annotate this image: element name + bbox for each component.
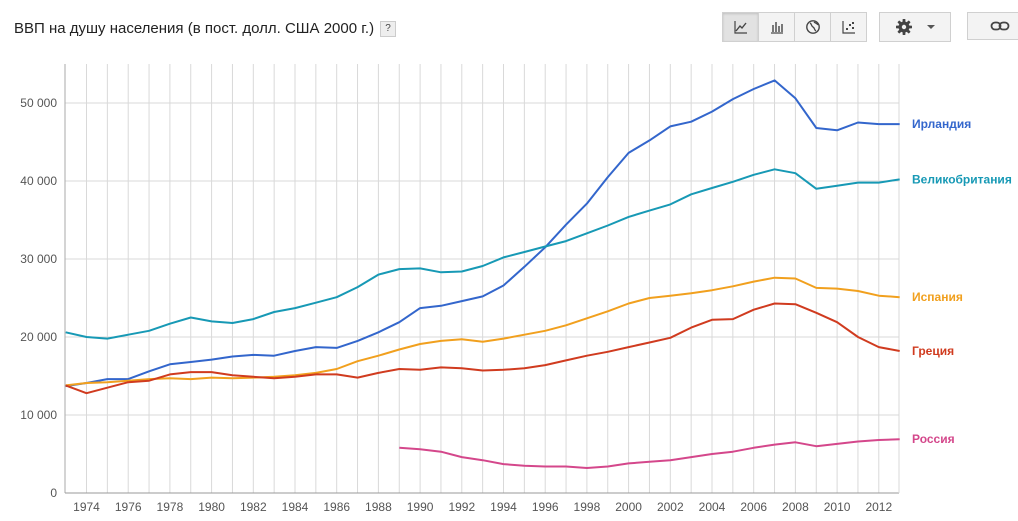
x-tick-label: 1976 <box>115 500 142 514</box>
globe-map-icon <box>805 20 820 34</box>
x-tick-label: 1996 <box>532 500 559 514</box>
series-label: Испания <box>912 290 963 304</box>
y-tick-label: 20 000 <box>20 330 57 344</box>
x-tick-label: 1982 <box>240 500 267 514</box>
gear-icon <box>896 19 912 35</box>
series-label: Россия <box>912 432 955 446</box>
y-tick-label: 30 000 <box>20 252 57 266</box>
series-line <box>65 276 900 387</box>
x-tick-label: 2000 <box>615 500 642 514</box>
x-tick-label: 1984 <box>282 500 309 514</box>
y-tick-label: 50 000 <box>20 96 57 110</box>
x-tick-label: 2002 <box>657 500 684 514</box>
series-line <box>65 79 900 388</box>
x-tick-label: 1994 <box>490 500 517 514</box>
x-tick-label: 1992 <box>448 500 475 514</box>
line-chart-icon <box>733 21 747 34</box>
help-button[interactable]: ? <box>380 21 397 38</box>
chart-type-toolbar <box>722 12 867 42</box>
x-tick-label: 1978 <box>157 500 184 514</box>
y-tick-label: 40 000 <box>20 174 57 188</box>
chart-title: ВВП на душу населения (в пост. долл. США… <box>14 20 397 38</box>
chart-title-text: ВВП на душу населения (в пост. долл. США… <box>14 20 375 37</box>
x-tick-label: 2004 <box>699 500 726 514</box>
series-label: Великобритания <box>912 172 1012 186</box>
series-line <box>65 168 900 340</box>
x-tick-label: 1986 <box>323 500 350 514</box>
series-label: Ирландия <box>912 117 971 131</box>
settings-button[interactable] <box>879 12 951 42</box>
scatter-chart-button[interactable] <box>831 13 866 41</box>
link-icon <box>990 21 1010 31</box>
series-line <box>399 438 900 469</box>
x-tick-label: 2008 <box>782 500 809 514</box>
x-tick-label: 1974 <box>73 500 100 514</box>
bar-chart-icon <box>770 22 783 34</box>
x-tick-label: 2012 <box>865 500 892 514</box>
x-tick-label: 1988 <box>365 500 392 514</box>
x-tick-label: 2010 <box>824 500 851 514</box>
x-tick-label: 1990 <box>407 500 434 514</box>
map-chart-button[interactable] <box>795 13 831 41</box>
series-label: Греция <box>912 344 954 358</box>
link-button[interactable] <box>967 12 1018 40</box>
series-line <box>65 302 900 395</box>
x-tick-label: 1998 <box>574 500 601 514</box>
y-tick-label: 10 000 <box>20 408 57 422</box>
line-chart-button[interactable] <box>723 13 759 41</box>
chevron-down-icon <box>927 25 935 29</box>
bar-chart-button[interactable] <box>759 13 795 41</box>
x-tick-label: 2006 <box>740 500 767 514</box>
x-tick-label: 1980 <box>198 500 225 514</box>
y-tick-label: 0 <box>50 486 57 500</box>
scatter-chart-icon <box>841 21 855 34</box>
